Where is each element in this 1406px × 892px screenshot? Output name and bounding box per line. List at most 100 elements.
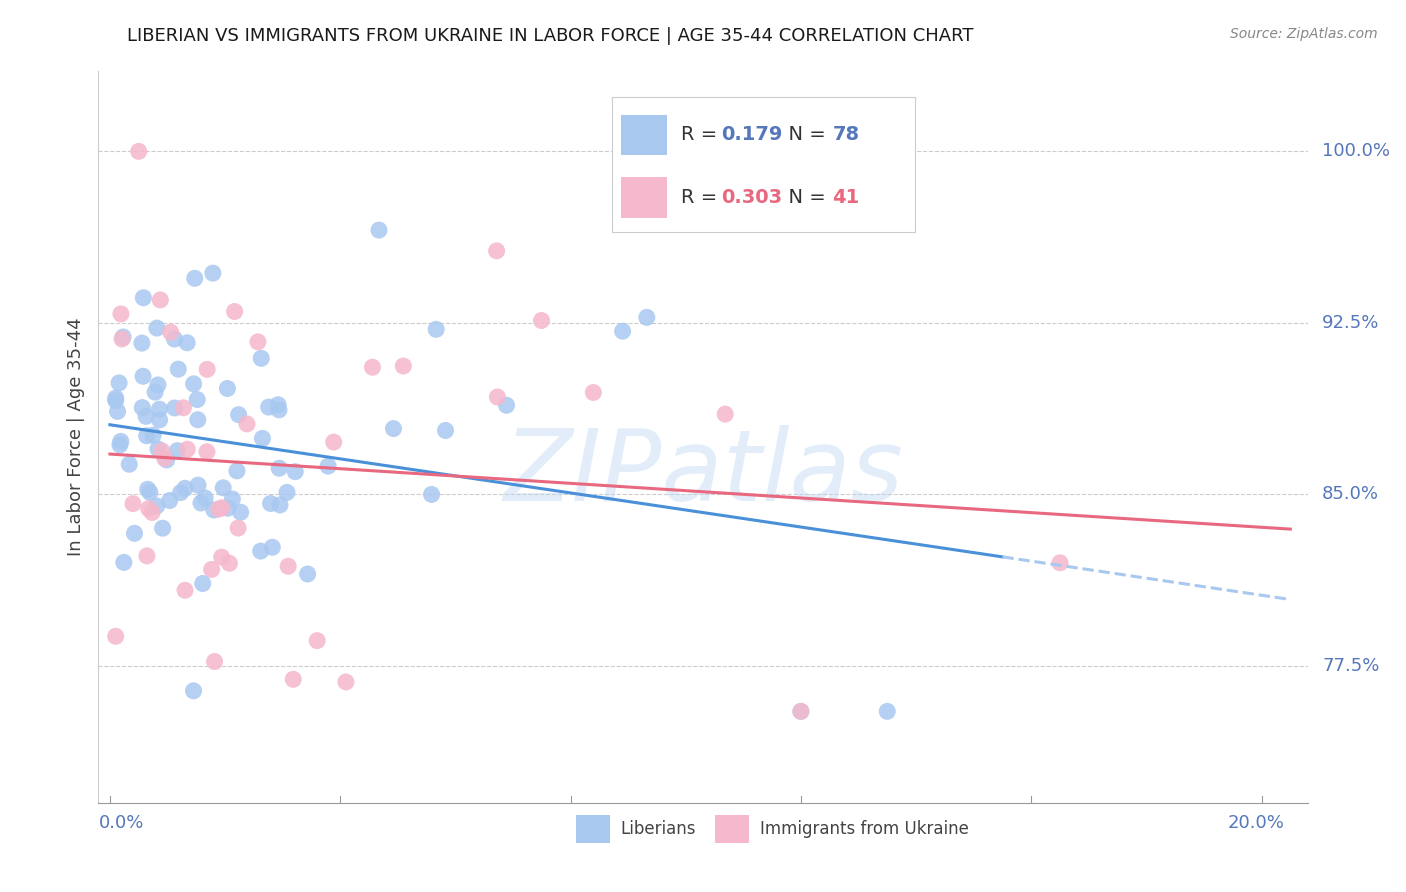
- Point: [149, 413, 172, 427]
- Point: [136, 482, 159, 496]
- Point: [149, 293, 172, 307]
- Point: [194, 491, 217, 505]
- Point: [276, 485, 298, 500]
- Point: [382, 421, 405, 435]
- Point: [361, 360, 384, 375]
- Point: [153, 451, 176, 466]
- FancyBboxPatch shape: [621, 115, 666, 155]
- Text: 85.0%: 85.0%: [1322, 485, 1379, 503]
- Point: [420, 487, 443, 501]
- Point: [190, 496, 212, 510]
- Point: [146, 442, 169, 456]
- Point: [166, 443, 188, 458]
- Point: [128, 145, 150, 159]
- Point: [284, 465, 307, 479]
- Point: [172, 401, 194, 415]
- Point: [495, 398, 517, 412]
- Point: [229, 505, 252, 519]
- Point: [141, 506, 163, 520]
- Point: [486, 390, 509, 404]
- Point: [277, 559, 299, 574]
- Text: ZIPatlas: ZIPatlas: [503, 425, 903, 522]
- Point: [132, 291, 155, 305]
- Point: [582, 385, 605, 400]
- Point: [183, 376, 205, 391]
- Text: Liberians: Liberians: [621, 820, 696, 838]
- Point: [195, 444, 218, 458]
- Point: [146, 378, 169, 392]
- Point: [107, 404, 129, 418]
- Point: [262, 541, 284, 555]
- Text: 0.0%: 0.0%: [98, 814, 143, 832]
- Point: [876, 704, 898, 718]
- Point: [122, 497, 145, 511]
- Point: [201, 266, 224, 280]
- Point: [307, 633, 329, 648]
- Point: [135, 409, 157, 424]
- Point: [425, 322, 447, 336]
- Point: [186, 392, 208, 407]
- Point: [183, 683, 205, 698]
- Point: [322, 435, 344, 450]
- Point: [139, 485, 162, 500]
- Text: LIBERIAN VS IMMIGRANTS FROM UKRAINE IN LABOR FORCE | AGE 35-44 CORRELATION CHART: LIBERIAN VS IMMIGRANTS FROM UKRAINE IN L…: [127, 27, 973, 45]
- Text: 20.0%: 20.0%: [1227, 814, 1285, 832]
- Point: [714, 407, 737, 421]
- Point: [163, 332, 186, 346]
- Text: Source: ZipAtlas.com: Source: ZipAtlas.com: [1230, 27, 1378, 41]
- Point: [1049, 556, 1071, 570]
- Point: [135, 549, 157, 563]
- Point: [221, 491, 243, 506]
- Point: [176, 335, 198, 350]
- Point: [226, 521, 249, 535]
- Point: [195, 362, 218, 376]
- Point: [485, 244, 508, 258]
- Point: [108, 376, 131, 390]
- Text: 41: 41: [832, 188, 859, 208]
- Point: [148, 402, 170, 417]
- Point: [169, 485, 191, 500]
- Text: R =: R =: [682, 126, 724, 145]
- Point: [146, 499, 169, 513]
- Point: [142, 428, 165, 442]
- Point: [201, 562, 224, 576]
- Point: [267, 398, 290, 412]
- Point: [259, 496, 281, 510]
- Point: [257, 400, 280, 414]
- Text: R =: R =: [682, 188, 724, 208]
- Point: [335, 675, 357, 690]
- Point: [163, 401, 186, 415]
- Point: [174, 583, 197, 598]
- Y-axis label: In Labor Force | Age 35-44: In Labor Force | Age 35-44: [66, 318, 84, 557]
- Point: [368, 223, 391, 237]
- FancyBboxPatch shape: [621, 178, 666, 218]
- Point: [250, 351, 273, 366]
- Point: [269, 498, 291, 512]
- Point: [124, 526, 146, 541]
- Point: [392, 359, 415, 373]
- Point: [208, 502, 231, 516]
- Point: [118, 457, 141, 471]
- Text: 0.179: 0.179: [721, 126, 783, 145]
- Point: [236, 417, 259, 431]
- Point: [612, 324, 634, 338]
- Point: [159, 493, 181, 508]
- Point: [211, 500, 233, 515]
- Point: [110, 307, 132, 321]
- Point: [135, 429, 157, 443]
- Point: [104, 629, 127, 643]
- Point: [131, 401, 153, 415]
- Point: [226, 464, 249, 478]
- Point: [156, 453, 179, 467]
- Point: [204, 655, 226, 669]
- Point: [217, 381, 239, 395]
- Point: [138, 501, 160, 516]
- Point: [246, 334, 269, 349]
- Point: [108, 438, 131, 452]
- Point: [104, 393, 127, 408]
- Point: [283, 673, 305, 687]
- Point: [269, 461, 291, 475]
- FancyBboxPatch shape: [613, 97, 915, 232]
- Text: 92.5%: 92.5%: [1322, 314, 1379, 332]
- Point: [249, 544, 271, 558]
